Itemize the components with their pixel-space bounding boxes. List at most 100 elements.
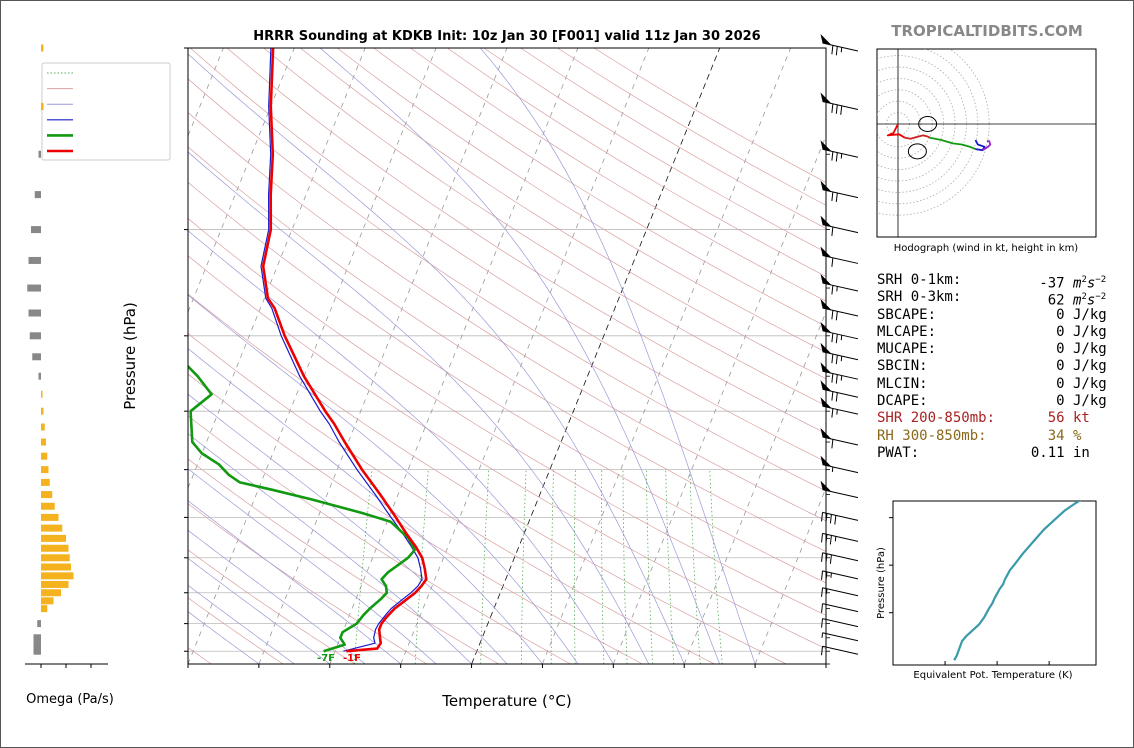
dry-adiabat-line — [188, 333, 715, 664]
surface-temperature-label: -1F — [343, 653, 361, 664]
barb-flag — [820, 274, 832, 286]
hodograph-frame — [876, 48, 1097, 238]
hodograph-segment — [886, 123, 906, 139]
omega-bar — [41, 534, 66, 542]
wind-barb — [820, 480, 859, 499]
dry-adiabat-line — [300, 48, 826, 380]
stat-number: 0 — [1056, 375, 1065, 392]
barb-shaft — [822, 570, 859, 580]
omega-bar — [41, 554, 70, 562]
barb-shaft — [822, 603, 859, 613]
barb-shaft — [822, 632, 859, 642]
wetbulb-profile-line — [260, 48, 423, 652]
omega-bar — [38, 150, 41, 158]
stat-row: SHR 200-850mb: 56 kt — [877, 410, 1117, 427]
barb-full — [825, 513, 828, 523]
barb-full — [825, 571, 828, 581]
sounding-parameters: SRH 0-1km: -37 m2s−2 SRH 0-3km: 62 m2s−2 SBC… — [877, 272, 1117, 462]
barb-flag — [820, 362, 832, 374]
stat-value: 62 m2s−2 — [1048, 289, 1117, 309]
barb-full — [821, 552, 824, 562]
stat-unit: J/kg — [1073, 341, 1107, 358]
barb-flag — [820, 92, 832, 104]
stat-value: 56 kt — [1048, 410, 1117, 427]
omega-panel — [25, 44, 108, 668]
moist-adiabat-line — [188, 529, 366, 664]
skewt-axes-frame — [187, 47, 827, 665]
omega-bar — [41, 491, 53, 499]
omega-bar — [28, 309, 41, 317]
mixing-ratio-line — [574, 469, 576, 664]
barb-half — [840, 153, 843, 159]
skewt-y-axis-label: Pressure (hPa) — [121, 302, 139, 410]
isotherm-line — [612, 134, 826, 664]
theta-e-plot — [953, 501, 1082, 661]
barb-flag — [820, 480, 832, 492]
barb-flag — [820, 455, 832, 467]
wind-barb — [821, 587, 859, 597]
barb-full — [825, 553, 828, 563]
stat-label: MLCAPE: — [877, 323, 937, 340]
dry-adiabat-line — [188, 597, 284, 664]
theta-e-y-axis-label: Pressure (hPa) — [876, 547, 887, 619]
barb-half — [834, 536, 837, 542]
omega-bar — [41, 589, 61, 597]
omega-bar — [41, 597, 54, 605]
isotherm-line — [258, 48, 508, 664]
isotherm-line — [542, 48, 791, 664]
stat-unit: kt — [1073, 410, 1090, 427]
omega-bar — [41, 466, 49, 474]
wind-barb — [820, 92, 859, 115]
barb-flag — [820, 180, 832, 192]
barb-full — [821, 587, 824, 597]
stat-unit: J/kg — [1073, 358, 1107, 375]
hodograph-plot — [877, 49, 1096, 237]
dry-adiabat-line — [188, 373, 643, 664]
barb-full — [831, 191, 834, 202]
barb-full — [840, 105, 843, 115]
barb-flag — [820, 34, 832, 46]
wind-barb — [820, 428, 859, 449]
barb-full — [831, 391, 834, 401]
omega-bar — [34, 191, 41, 199]
barb-full — [829, 554, 832, 564]
barb-flag — [820, 246, 832, 258]
stat-unit: J/kg — [1073, 375, 1107, 392]
hodograph-segment — [974, 139, 986, 152]
isotherm-line — [683, 310, 826, 664]
barb-shaft — [822, 532, 859, 542]
dry-adiabat-line — [188, 111, 826, 522]
mixing-ratio-line — [709, 469, 723, 664]
stat-row: RH 300-850mb: 34 % — [877, 428, 1117, 445]
stat-unit: % — [1073, 427, 1082, 444]
barb-full — [835, 104, 838, 114]
omega-bar — [41, 390, 43, 398]
omega-bar — [41, 605, 48, 613]
stat-value: 0 J/kg — [1056, 307, 1117, 324]
moist-adiabat-line — [188, 557, 331, 664]
isotherm-line — [0, 48, 11, 664]
stat-unit: m2s−2 — [1073, 275, 1107, 292]
dry-adiabat-line — [188, 78, 826, 492]
stat-row: MLCIN: 0 J/kg — [877, 376, 1117, 393]
stat-number: -37 — [1039, 275, 1065, 292]
barb-full — [831, 257, 834, 267]
moist-adiabat-line — [188, 151, 650, 664]
barb-full — [831, 373, 834, 383]
moist-adiabat-line — [188, 53, 685, 664]
mixing-ratio-line — [521, 469, 527, 664]
barb-half — [836, 286, 838, 292]
wind-barb — [821, 645, 859, 656]
dry-adiabat-line — [188, 181, 826, 584]
moist-adiabat-line — [188, 294, 579, 664]
mixing-ratio-line — [353, 469, 373, 664]
dry-adiabat-line — [188, 255, 826, 650]
hodograph-segment — [929, 136, 976, 150]
theta-e-x-axis-label: Equivalent Pot. Temperature (K) — [913, 670, 1072, 681]
omega-bar — [41, 524, 63, 532]
dry-adiabat-line — [188, 415, 571, 664]
isotherm-line — [471, 48, 721, 664]
omega-bar — [41, 438, 46, 446]
omega-bar — [38, 372, 41, 380]
stat-unit: J/kg — [1073, 306, 1107, 323]
